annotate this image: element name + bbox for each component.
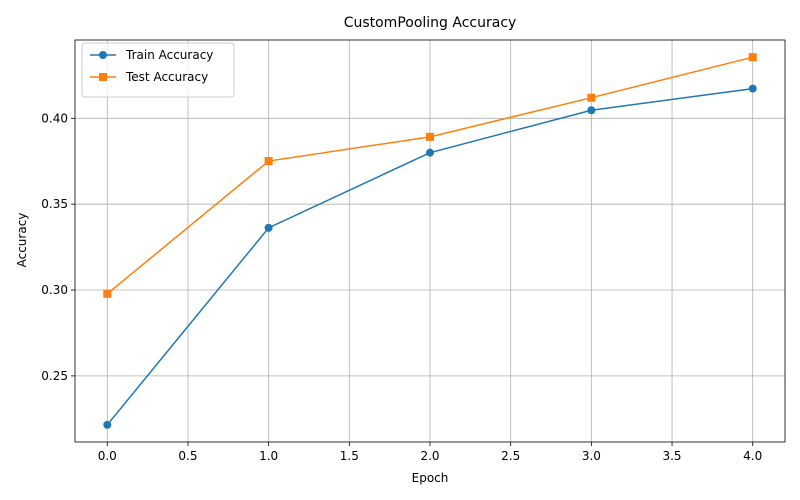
legend-square-marker (99, 73, 107, 81)
x-tick-label: 3.5 (662, 449, 681, 463)
data-point-marker (103, 289, 112, 298)
data-point-marker (103, 420, 112, 429)
x-tick-label: 0.0 (98, 449, 117, 463)
data-point-marker (426, 148, 434, 157)
grid (75, 40, 785, 442)
data-point-marker (264, 223, 273, 232)
legend-label: Train Accuracy (125, 48, 213, 62)
legend-circle-marker (99, 51, 107, 59)
y-tick-label: 0.40 (41, 111, 68, 125)
chart-title: CustomPooling Accuracy (344, 15, 517, 31)
legend-box (81, 42, 235, 98)
data-point-marker (264, 157, 273, 166)
legend: Train Accuracy Test Accuracy (81, 42, 235, 98)
data-point-marker (587, 106, 596, 115)
series-0 (103, 84, 757, 429)
legend-label: Test Accuracy (125, 70, 208, 84)
x-tick-label: 2.5 (501, 449, 520, 463)
data-point-marker (587, 93, 596, 102)
legend-entry: Test Accuracy (90, 70, 208, 84)
series-layer (103, 53, 757, 429)
legend-entry: Train Accuracy (90, 48, 213, 62)
x-tick-label: 1.5 (340, 449, 359, 463)
axis-ticks: 0.0 0.5 1.0 1.5 2.0 2.5 3.0 3.5 4.0 0.25 0.30 0.35 0… (41, 111, 762, 463)
x-tick-label: 0.5 (178, 449, 197, 463)
y-tick-label: 0.35 (41, 197, 68, 211)
x-axis-label: Epoch (412, 471, 449, 485)
data-point-marker (748, 84, 757, 93)
x-tick-label: 4.0 (743, 449, 762, 463)
y-tick-label: 0.25 (41, 369, 68, 383)
data-point-marker (426, 132, 434, 141)
series-1 (103, 53, 757, 298)
data-point-marker (748, 53, 757, 62)
x-tick-label: 2.0 (420, 449, 439, 463)
y-tick-label: 0.30 (41, 283, 68, 297)
x-tick-label: 3.0 (582, 449, 601, 463)
x-tick-label: 1.0 (259, 449, 278, 463)
y-axis-label: Accuracy (15, 213, 29, 268)
